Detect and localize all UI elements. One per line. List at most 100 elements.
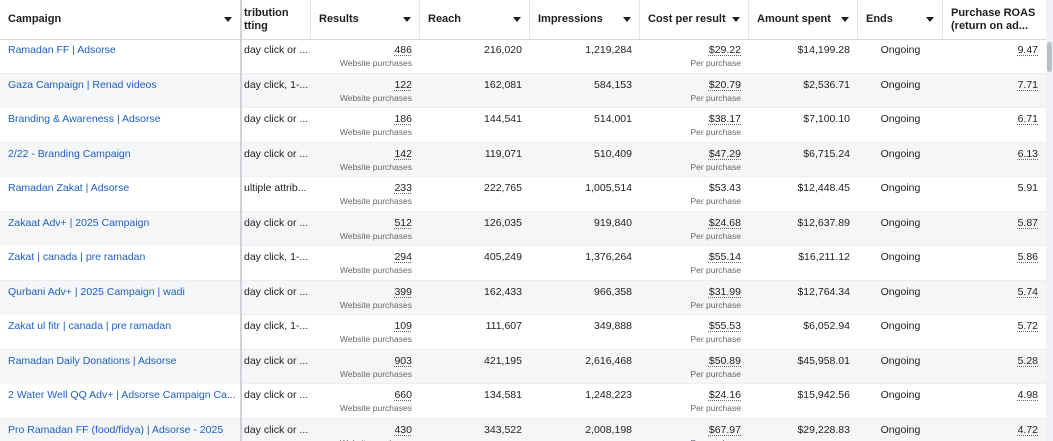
table-row[interactable]: Ramadan FF | Adsorse day click or ... 486 W… — [0, 39, 1046, 74]
chevron-down-icon[interactable] — [224, 17, 232, 22]
attribution-setting: day click or ... — [244, 423, 309, 436]
frozen-column-divider — [240, 0, 242, 441]
purchase-roas-value[interactable]: 5.87 — [1017, 216, 1038, 229]
results-value[interactable]: 486 — [394, 44, 412, 56]
ends-cell: Ongoing — [858, 108, 943, 142]
column-header-results[interactable]: Results — [311, 0, 420, 39]
ends-value: Ongoing — [880, 285, 921, 298]
results-value[interactable]: 430 — [394, 423, 412, 436]
cost-per-result-value[interactable]: $29.22 — [708, 44, 741, 56]
campaign-name-link[interactable]: Branding & Awareness | Adsorse — [0, 108, 241, 142]
campaign-name-link[interactable]: Ramadan FF | Adsorse — [0, 39, 241, 73]
column-header-purchase-roas[interactable]: Purchase ROAS (return on ad... — [943, 0, 1046, 39]
table-row[interactable]: Zakat ul fitr | canada | pre ramadan day … — [0, 315, 1046, 350]
column-header-amount-spent[interactable]: Amount spent — [749, 0, 858, 39]
campaign-name-link[interactable]: Zakat | canada | pre ramadan — [0, 246, 241, 280]
cost-per-result-value[interactable]: $53.43 — [708, 182, 741, 194]
table-row[interactable]: Branding & Awareness | Adsorse day click … — [0, 108, 1046, 143]
table-row[interactable]: Zakat | canada | pre ramadan day click, 1… — [0, 246, 1046, 281]
cost-per-result-value[interactable]: $55.53 — [708, 320, 741, 332]
campaign-name[interactable]: Ramadan Daily Donations | Adsorse — [8, 354, 177, 367]
campaign-name[interactable]: Branding & Awareness | Adsorse — [8, 113, 161, 125]
ends-cell: Ongoing — [858, 143, 943, 177]
results-value[interactable]: 903 — [394, 354, 412, 367]
table-row[interactable]: 2 Water Well QQ Adv+ | Adsorse Campaign … — [0, 384, 1046, 419]
table-row[interactable]: Ramadan Daily Donations | Adsorse day cli… — [0, 349, 1046, 384]
results-value[interactable]: 186 — [394, 113, 412, 125]
campaign-name-link[interactable]: Zakat ul fitr | canada | pre ramadan — [0, 315, 241, 349]
vertical-scrollbar[interactable] — [1046, 0, 1053, 441]
cost-per-result-value[interactable]: $67.97 — [708, 423, 741, 436]
chevron-down-icon[interactable] — [732, 17, 740, 22]
results-value[interactable]: 233 — [394, 182, 412, 194]
campaign-name[interactable]: Zakat ul fitr | canada | pre ramadan — [8, 320, 172, 332]
cost-per-result-value[interactable]: $31.99 — [708, 285, 741, 298]
campaign-name[interactable]: Gaza Campaign | Renad videos — [8, 78, 157, 91]
column-header-label-line1: tribution — [244, 6, 289, 19]
campaign-name[interactable]: Zakat | canada | pre ramadan — [8, 251, 146, 263]
amount-spent-value: $2,536.71 — [803, 78, 850, 91]
purchase-roas-value[interactable]: 5.72 — [1017, 320, 1038, 332]
campaign-name[interactable]: Qurbani Adv+ | 2025 Campaign | wadi — [8, 285, 185, 298]
table-row[interactable]: Gaza Campaign | Renad videos day click, 1… — [0, 73, 1046, 108]
column-header-impressions[interactable]: Impressions — [530, 0, 640, 39]
purchase-roas-value[interactable]: 9.47 — [1017, 44, 1038, 56]
campaign-name-link[interactable]: Qurbani Adv+ | 2025 Campaign | wadi — [0, 280, 241, 315]
campaign-name-link[interactable]: Gaza Campaign | Renad videos — [0, 73, 241, 108]
table-row[interactable]: 2/22 - Branding Campaign day click or ...… — [0, 142, 1046, 177]
results-value[interactable]: 142 — [394, 147, 412, 160]
campaign-name-link[interactable]: Zakaat Adv+ | 2025 Campaign — [0, 211, 241, 246]
cost-per-result-value[interactable]: $50.89 — [708, 354, 741, 367]
cost-per-result-value[interactable]: $24.68 — [708, 216, 741, 229]
campaign-name[interactable]: 2 Water Well QQ Adv+ | Adsorse Campaign … — [8, 389, 236, 401]
results-value[interactable]: 122 — [394, 78, 412, 91]
results-value[interactable]: 512 — [394, 216, 412, 229]
campaign-name[interactable]: 2/22 - Branding Campaign — [8, 147, 131, 160]
chevron-down-icon[interactable] — [926, 17, 934, 22]
purchase-roas-value[interactable]: 4.98 — [1017, 389, 1038, 401]
cost-per-result-value[interactable]: $20.79 — [708, 78, 741, 91]
campaign-name-link[interactable]: 2 Water Well QQ Adv+ | Adsorse Campaign … — [0, 384, 241, 418]
column-header-cost-per-result[interactable]: Cost per result — [640, 0, 749, 39]
purchase-roas-value[interactable]: 6.13 — [1017, 147, 1038, 160]
purchase-roas-cell: 6.71 — [943, 108, 1046, 142]
results-value[interactable]: 294 — [394, 251, 412, 263]
table-row[interactable]: Pro Ramadan FF (food/fidya) | Adsorse - … — [0, 418, 1046, 441]
column-header-campaign[interactable]: Campaign — [0, 0, 241, 39]
campaign-name[interactable]: Pro Ramadan FF (food/fidya) | Adsorse - … — [8, 423, 224, 436]
purchase-roas-value[interactable]: 5.86 — [1017, 251, 1038, 263]
results-value[interactable]: 109 — [394, 320, 412, 332]
cost-per-result-type: Per purchase — [648, 438, 741, 441]
campaign-name[interactable]: Ramadan Zakat | Adsorse — [8, 182, 130, 194]
scrollbar-thumb[interactable] — [1047, 42, 1052, 72]
table-row[interactable]: Qurbani Adv+ | 2025 Campaign | wadi day c… — [0, 280, 1046, 315]
campaign-name-link[interactable]: Pro Ramadan FF (food/fidya) | Adsorse - … — [0, 418, 241, 441]
chevron-down-icon[interactable] — [841, 17, 849, 22]
chevron-down-icon[interactable] — [403, 17, 411, 22]
cost-per-result-value[interactable]: $38.17 — [708, 113, 741, 125]
cost-per-result-value[interactable]: $47.29 — [708, 147, 741, 160]
table-row[interactable]: Zakaat Adv+ | 2025 Campaign day click or … — [0, 211, 1046, 246]
results-value[interactable]: 660 — [394, 389, 412, 401]
purchase-roas-value[interactable]: 5.91 — [1017, 182, 1038, 194]
campaign-name-link[interactable]: Ramadan Zakat | Adsorse — [0, 177, 241, 211]
campaign-name-link[interactable]: Ramadan Daily Donations | Adsorse — [0, 349, 241, 384]
results-value[interactable]: 399 — [394, 285, 412, 298]
campaign-name[interactable]: Zakaat Adv+ | 2025 Campaign — [8, 216, 150, 229]
purchase-roas-value[interactable]: 7.71 — [1017, 78, 1038, 91]
column-header-ends[interactable]: Ends — [858, 0, 943, 39]
campaign-name[interactable]: Ramadan FF | Adsorse — [8, 44, 116, 56]
purchase-roas-value[interactable]: 6.71 — [1017, 113, 1038, 125]
cost-per-result-cell: $47.29 Per purchase — [640, 143, 749, 177]
column-header-attribution-setting[interactable]: tribution tting — [241, 0, 311, 39]
campaign-name-link[interactable]: 2/22 - Branding Campaign — [0, 142, 241, 177]
purchase-roas-value[interactable]: 4.72 — [1017, 423, 1038, 436]
cost-per-result-value[interactable]: $24.16 — [708, 389, 741, 401]
table-row[interactable]: Ramadan Zakat | Adsorse ultiple attrib...… — [0, 177, 1046, 212]
purchase-roas-value[interactable]: 5.74 — [1017, 285, 1038, 298]
chevron-down-icon[interactable] — [513, 17, 521, 22]
chevron-down-icon[interactable] — [623, 17, 631, 22]
cost-per-result-value[interactable]: $55.14 — [708, 251, 741, 263]
column-header-reach[interactable]: Reach — [420, 0, 530, 39]
purchase-roas-value[interactable]: 5.28 — [1017, 354, 1038, 367]
